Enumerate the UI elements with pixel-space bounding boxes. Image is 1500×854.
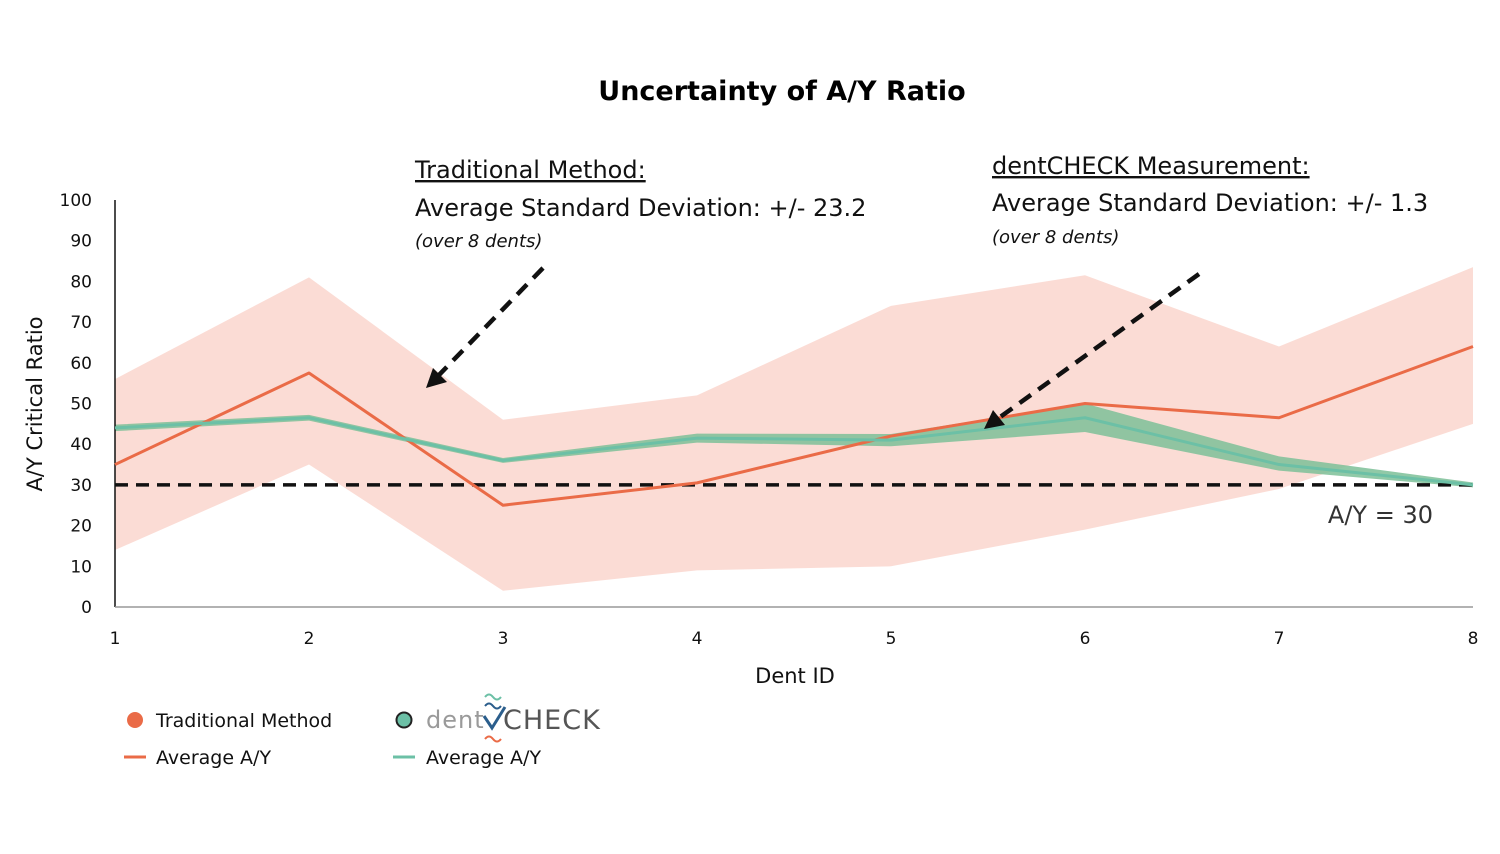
annotation-traditional-line: Average Standard Deviation: +/- 23.2: [415, 194, 866, 222]
series-lines: [114, 345, 1474, 507]
annotation-dentcheck-arrow: [994, 272, 1201, 422]
band-series-1: [115, 267, 1473, 591]
legend-dentcheck-logo-main: CHECK: [503, 705, 601, 736]
y-tick-10: 10: [70, 557, 92, 577]
legend-dentcheck-marker: [395, 711, 413, 729]
reference-line-label: A/Y = 30: [1328, 501, 1433, 529]
annotation-traditional-arrow: [436, 266, 545, 378]
x-tick-4: 4: [692, 629, 703, 649]
legend-dentcheck-avg-label: Average A/Y: [426, 747, 541, 769]
y-tick-70: 70: [70, 313, 92, 333]
legend-traditional-label: Traditional Method: [155, 710, 332, 732]
annotation-dentcheck-heading: dentCHECK Measurement:: [992, 152, 1310, 180]
x-tick-7: 7: [1274, 629, 1285, 649]
y-tick-20: 20: [70, 517, 92, 537]
check-logo-icon: [482, 693, 507, 743]
y-tick-100: 100: [60, 191, 92, 211]
band-series-2: [115, 403, 1473, 488]
legend-traditional-marker: [127, 712, 143, 728]
uncertainty-bands: [115, 267, 1473, 591]
x-axis-label: Dent ID: [755, 664, 835, 688]
annotation-traditional-arrowhead: [426, 368, 447, 388]
legend-traditional-avg-label: Average A/Y: [156, 747, 271, 769]
legend: Traditional Method Average A/Y dent CHEC…: [124, 693, 601, 769]
x-tick-6: 6: [1080, 629, 1091, 649]
y-tick-80: 80: [70, 272, 92, 292]
chart-title: Uncertainty of A/Y Ratio: [598, 76, 965, 107]
y-tick-0: 0: [81, 598, 92, 618]
x-tick-labels: 1 2 3 4 5 6 7 8: [110, 629, 1479, 649]
annotation-dentcheck-line: Average Standard Deviation: +/- 1.3: [992, 189, 1428, 217]
line-series-1: [114, 345, 1474, 507]
annotation-traditional-heading: Traditional Method:: [414, 156, 646, 184]
y-tick-30: 30: [70, 476, 92, 496]
y-tick-40: 40: [70, 435, 92, 455]
x-tick-3: 3: [498, 629, 509, 649]
x-tick-2: 2: [304, 629, 315, 649]
annotation-dentcheck-arrowhead: [984, 410, 1005, 429]
annotation-traditional: Traditional Method: Average Standard Dev…: [414, 156, 866, 388]
y-tick-50: 50: [70, 395, 92, 415]
y-axis-label: A/Y Critical Ratio: [23, 317, 47, 492]
y-tick-60: 60: [70, 354, 92, 374]
y-tick-labels: 0 10 20 30 40 50 60 70 80 90 100: [60, 191, 92, 618]
y-tick-90: 90: [70, 232, 92, 252]
x-tick-5: 5: [886, 629, 897, 649]
axes: [114, 200, 1473, 608]
annotation-traditional-note: (over 8 dents): [415, 231, 542, 252]
line-series-2: [114, 416, 1474, 487]
annotation-dentcheck-note: (over 8 dents): [992, 227, 1119, 248]
x-tick-8: 8: [1468, 629, 1479, 649]
annotation-dentcheck: dentCHECK Measurement: Average Standard …: [984, 152, 1428, 429]
x-tick-1: 1: [110, 629, 121, 649]
legend-dentcheck-logo-prefix: dent: [426, 706, 485, 734]
